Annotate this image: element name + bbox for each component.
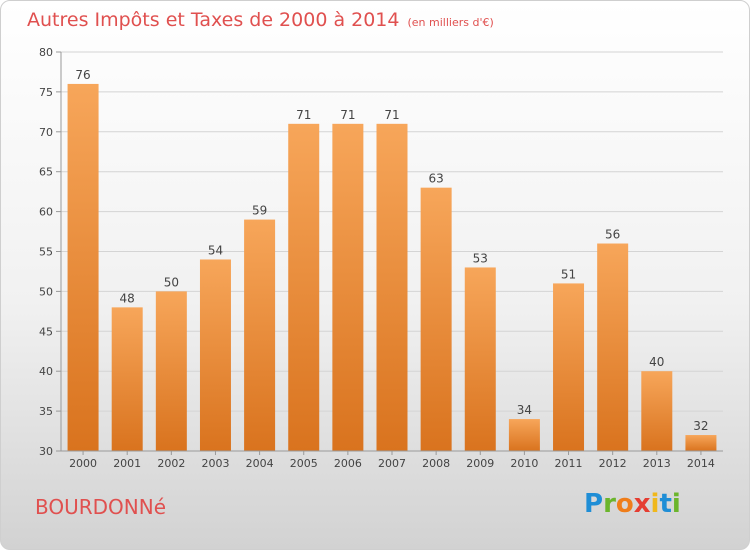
logo-letter: i [671, 489, 681, 519]
data-label: 56 [605, 228, 620, 242]
y-tick-label: 30 [39, 445, 53, 458]
bar [332, 123, 364, 451]
bar [111, 307, 143, 451]
bar [155, 291, 187, 451]
bar [420, 187, 452, 451]
data-label: 32 [693, 419, 708, 433]
y-tick-label: 65 [39, 166, 53, 179]
bar [508, 419, 540, 451]
x-tick-label: 2006 [334, 457, 362, 470]
y-tick-label: 60 [39, 206, 53, 219]
x-tick-label: 2005 [290, 457, 318, 470]
x-tick-label: 2001 [113, 457, 141, 470]
data-label: 48 [120, 291, 135, 305]
data-label: 51 [561, 267, 576, 281]
x-tick-label: 2009 [466, 457, 494, 470]
y-tick-label: 55 [39, 246, 53, 259]
x-tick-label: 2008 [422, 457, 450, 470]
y-tick-label: 75 [39, 86, 53, 99]
data-label: 76 [75, 68, 90, 82]
data-label: 53 [473, 251, 488, 265]
data-label: 59 [252, 204, 267, 218]
x-tick-label: 2012 [599, 457, 627, 470]
y-tick-label: 80 [39, 46, 53, 59]
x-tick-label: 2014 [687, 457, 715, 470]
bar [685, 435, 717, 451]
bar [641, 371, 673, 451]
logo-letter: i [650, 489, 660, 519]
x-tick-label: 2000 [69, 457, 97, 470]
bar [464, 267, 496, 451]
bar [288, 123, 320, 451]
y-tick-label: 40 [39, 365, 53, 378]
data-label: 50 [164, 275, 179, 289]
x-tick-label: 2007 [378, 457, 406, 470]
bars: 76 48 50 54 59 71 71 71 63 53 34 51 56 40 32 [67, 68, 717, 452]
data-label: 71 [296, 108, 311, 122]
logo-letter: t [659, 489, 672, 519]
data-label: 34 [517, 403, 532, 417]
logo-letter: o [615, 489, 634, 519]
logo-letter: P [584, 489, 604, 519]
x-tick-label: 2004 [246, 457, 274, 470]
y-tick-label: 35 [39, 405, 53, 418]
bar [199, 259, 231, 451]
data-label: 63 [428, 172, 443, 186]
bar [597, 243, 629, 451]
proxiti-logo: Proxiti [584, 489, 681, 519]
data-label: 71 [384, 108, 399, 122]
data-label: 54 [208, 243, 223, 257]
bar [244, 219, 276, 451]
x-tick-label: 2002 [157, 457, 185, 470]
logo-letter: r [603, 489, 616, 519]
bar [376, 123, 408, 451]
y-tick-label: 70 [39, 126, 53, 139]
commune-name: BOURDONNé [35, 495, 167, 519]
x-tick-label: 2011 [555, 457, 583, 470]
data-label: 71 [340, 108, 355, 122]
y-tick-label: 50 [39, 285, 53, 298]
x-tick-label: 2003 [201, 457, 229, 470]
x-tick-label: 2013 [643, 457, 671, 470]
bar [553, 283, 585, 451]
y-tick-label: 45 [39, 325, 53, 338]
axes: 30 35 40 45 50 55 60 65 70 75 80 2000 2001 2002 2003 20… [39, 46, 723, 470]
chart-title-block: Autres Impôts et Taxes de 2000 à 2014 (en… [27, 9, 494, 31]
chart-title: Autres Impôts et Taxes de 2000 à 2014 [27, 9, 400, 31]
data-label: 40 [649, 355, 664, 369]
bar [67, 83, 99, 452]
logo-letter: x [633, 489, 651, 519]
chart-subtitle: (en milliers d'€) [407, 16, 494, 29]
x-tick-label: 2010 [510, 457, 538, 470]
